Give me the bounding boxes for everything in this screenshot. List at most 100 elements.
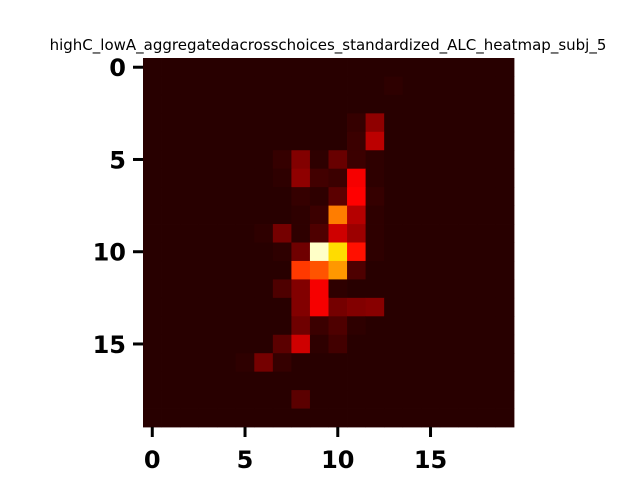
- heatmap-cell: [143, 390, 162, 409]
- heatmap-cell: [476, 371, 496, 391]
- heatmap-cell: [495, 390, 515, 409]
- heatmap-cell: [495, 168, 515, 188]
- heatmap-cell: [272, 113, 292, 133]
- heatmap-cell: [458, 224, 478, 243]
- heatmap-cell: [439, 242, 459, 262]
- heatmap-cell: [180, 353, 200, 373]
- heatmap-cell: [384, 94, 404, 114]
- heatmap-cell: [476, 187, 496, 206]
- heatmap-cell: [328, 316, 348, 336]
- heatmap-cell: [198, 279, 218, 299]
- heatmap-cell: [384, 150, 404, 170]
- heatmap-cell: [495, 279, 515, 299]
- heatmap-cell: [365, 260, 385, 280]
- heatmap-cell: [309, 187, 329, 206]
- heatmap-cell: [495, 297, 515, 317]
- heatmap-cell: [365, 131, 385, 151]
- heatmap-cell: [476, 408, 496, 428]
- heatmap-cell: [347, 113, 366, 133]
- heatmap-cell: [365, 187, 385, 206]
- heatmap-cell: [161, 205, 181, 225]
- heatmap-cell: [458, 94, 478, 114]
- heatmap-cell: [161, 94, 181, 114]
- heatmap-cell: [458, 408, 478, 428]
- heatmap-cell: [402, 205, 422, 225]
- heatmap-cell: [384, 297, 404, 317]
- heatmap-cell: [217, 205, 237, 225]
- heatmap-cell: [217, 334, 237, 354]
- heatmap-cell: [272, 168, 292, 188]
- heatmap-cell: [291, 168, 311, 188]
- heatmap-cell: [495, 408, 515, 428]
- heatmap-cell: [476, 76, 496, 96]
- heatmap-cell: [291, 353, 311, 373]
- heatmap-cell: [476, 316, 496, 336]
- heatmap-cell: [421, 371, 441, 391]
- heatmap-cell: [161, 187, 181, 206]
- heatmap-cell: [476, 113, 496, 133]
- heatmap-cell: [439, 76, 459, 96]
- heatmap-cell: [198, 58, 218, 77]
- heatmap-cell: [161, 113, 181, 133]
- heatmap-cell: [328, 408, 348, 428]
- heatmap-cell: [347, 242, 366, 262]
- heatmap-cell: [347, 94, 366, 114]
- heatmap-cell: [421, 187, 441, 206]
- heatmap-cell: [458, 242, 478, 262]
- heatmap-cell: [384, 131, 404, 151]
- heatmap-cell: [235, 408, 255, 428]
- heatmap-cell: [495, 187, 515, 206]
- heatmap-cell: [402, 224, 422, 243]
- heatmap-cell: [495, 224, 515, 243]
- heatmap-cell: [384, 224, 404, 243]
- heatmap-cell: [235, 390, 255, 409]
- heatmap-cell: [272, 316, 292, 336]
- heatmap-cell: [235, 334, 255, 354]
- heatmap-cell: [272, 205, 292, 225]
- heatmap-cell: [291, 187, 311, 206]
- heatmap-cell: [235, 279, 255, 299]
- heatmap-cell: [495, 242, 515, 262]
- heatmap-cell: [198, 371, 218, 391]
- heatmap-cell: [143, 242, 162, 262]
- heatmap-cell: [309, 76, 329, 96]
- heatmap-cell: [384, 58, 404, 77]
- heatmap-cell: [161, 408, 181, 428]
- heatmap-cell: [495, 94, 515, 114]
- heatmap-cell: [365, 150, 385, 170]
- heatmap-cell: [365, 242, 385, 262]
- heatmap-cell: [421, 94, 441, 114]
- heatmap-cell: [235, 371, 255, 391]
- heatmap-cell: [291, 131, 311, 151]
- heatmap-cell: [458, 187, 478, 206]
- heatmap-cell: [328, 76, 348, 96]
- heatmap-cell: [291, 371, 311, 391]
- heatmap-cell: [347, 150, 366, 170]
- heatmap-cell: [476, 279, 496, 299]
- heatmap-cell: [291, 297, 311, 317]
- heatmap-cell: [328, 371, 348, 391]
- x-axis: 0 5 10 15: [144, 427, 447, 474]
- heatmap-cell: [384, 76, 404, 96]
- heatmap-cell: [309, 150, 329, 170]
- heatmap-cell: [198, 113, 218, 133]
- heatmap-cell: [402, 187, 422, 206]
- heatmap-cell: [347, 224, 366, 243]
- x-tick-label: 15: [414, 446, 447, 474]
- heatmap-cell: [291, 390, 311, 409]
- heatmap-cell: [365, 297, 385, 317]
- heatmap-cell: [384, 187, 404, 206]
- heatmap-cell: [272, 58, 292, 77]
- heatmap-cell: [235, 297, 255, 317]
- heatmap-cell: [347, 58, 366, 77]
- heatmap-cell: [198, 187, 218, 206]
- heatmap-cell: [495, 316, 515, 336]
- heatmap-cell: [217, 224, 237, 243]
- heatmap-cell: [198, 334, 218, 354]
- heatmap-cell: [291, 94, 311, 114]
- heatmap-cell: [495, 205, 515, 225]
- heatmap-cell: [291, 260, 311, 280]
- heatmap-cell: [439, 150, 459, 170]
- y-tick-label: 0: [109, 54, 126, 82]
- heatmap-cell: [198, 297, 218, 317]
